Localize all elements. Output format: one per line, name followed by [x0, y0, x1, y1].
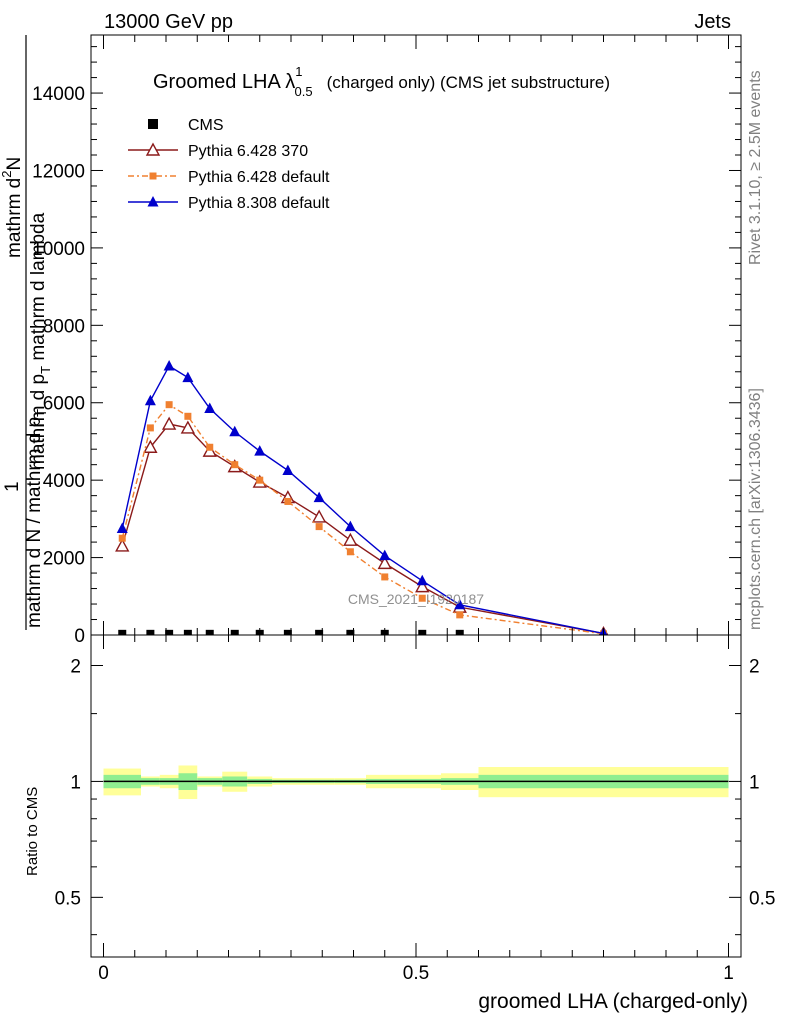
legend-entry: Pythia 6.428 default: [128, 169, 330, 186]
legend-entry: Pythia 8.308 default: [128, 195, 330, 212]
main-ytick-label: 6000: [43, 394, 85, 415]
ratio-ytick-label-right: 0.5: [749, 888, 775, 909]
legend-entry: CMS: [148, 117, 224, 134]
data-point: [346, 629, 355, 635]
data-point: [165, 401, 173, 409]
main-ytick-label: 14000: [32, 84, 85, 105]
legend-label: Pythia 6.428 default: [188, 169, 330, 186]
data-point: [146, 424, 154, 432]
data-point: [455, 629, 464, 635]
data-point: [115, 538, 130, 552]
ratio-panel: 0 0.5 1 0.5 0.5 1 1 2 2 Ratio to CMS groomed LHA…: [24, 634, 775, 1013]
data-point: [379, 549, 391, 561]
data-point: [180, 420, 196, 434]
legend-marker: [149, 172, 157, 180]
ratio-ytick-label: 0.5: [55, 888, 81, 909]
data-point: [313, 491, 325, 503]
ratio-ytick-label: 1: [70, 772, 81, 793]
main-ytick-label: 0: [74, 626, 85, 647]
data-point: [381, 573, 389, 581]
data-point: [231, 461, 239, 469]
data-point: [184, 412, 192, 420]
svg-text:mathrm d2N: mathrm d2N: [0, 157, 25, 258]
data-point: [315, 629, 324, 635]
series-2: [118, 401, 607, 635]
data-point: [283, 629, 292, 635]
main-panel: CMS_2021_I1920187 0 2000 4000 6000 8000 10000…: [0, 34, 742, 647]
main-ytick-label: 4000: [43, 471, 85, 492]
ratio-ylabel: Ratio to CMS: [24, 787, 41, 876]
ratio-ytick-label-right: 1: [749, 772, 760, 793]
data-point: [116, 522, 128, 534]
plot-title: Groomed LHA λ1 0.5 (charged only) (CMS jet…: [153, 64, 610, 99]
data-point: [161, 416, 177, 430]
data-point: [416, 574, 428, 586]
data-point: [377, 555, 392, 570]
legend-marker: [145, 142, 161, 156]
data-point: [143, 439, 158, 453]
legend-label: Pythia 8.308 default: [188, 195, 330, 212]
header-right: Jets: [694, 11, 731, 33]
main-ytick-label: 2000: [43, 549, 85, 570]
svg-text:mathrm d N / mathrm d pT: mathrm d N / mathrm d pT: [24, 409, 49, 628]
data-point: [282, 464, 294, 475]
series-3: [116, 359, 608, 635]
data-point: [165, 629, 174, 635]
data-point: [415, 579, 430, 593]
legend-label: CMS: [188, 117, 224, 134]
main-ytick-label: 8000: [43, 316, 85, 337]
rivet-label: Rivet 3.1.10, ≥ 2.5M events: [747, 70, 764, 265]
data-point: [456, 611, 464, 619]
mcplots-label: mcplots.cern.ch [arXiv:1306.3436]: [747, 388, 764, 630]
legend: CMS Pythia 6.428 370 Pythia 6.428 default P…: [128, 117, 330, 212]
legend-entry: Pythia 6.428 370: [128, 142, 308, 160]
data-point: [182, 371, 194, 383]
data-point: [144, 394, 156, 406]
main-ytick-label: 10000: [32, 239, 85, 260]
data-point: [254, 445, 266, 456]
data-point: [204, 402, 216, 414]
data-point: [229, 425, 241, 437]
svg-text:mathrm d pT mathrm d lambda: mathrm d pT mathrm d lambda: [28, 212, 53, 470]
data-point: [311, 509, 327, 523]
data-point: [344, 520, 356, 532]
ratio-xtick-label: 0.5: [403, 963, 429, 984]
data-point: [284, 497, 292, 505]
ratio-ytick-label: 2: [70, 656, 81, 677]
x-axis-label: groomed LHA (charged-only): [478, 990, 748, 1013]
data-point: [163, 359, 175, 371]
header-left: 13000 GeV pp: [104, 11, 233, 33]
main-ytick-label: 12000: [32, 161, 85, 182]
svg-text:1: 1: [2, 481, 23, 492]
data-point: [118, 534, 126, 542]
data-point: [346, 548, 354, 556]
legend-marker: [148, 119, 158, 129]
ratio-xtick-label: 0: [98, 963, 109, 984]
legend-label: Pythia 6.428 370: [188, 143, 308, 160]
data-point: [146, 629, 155, 635]
data-point: [418, 594, 426, 602]
data-point: [418, 629, 427, 635]
watermark: CMS_2021_I1920187: [348, 591, 484, 607]
main-ylabel: mathrm d N / mathrm d pT 1 mathrm d2N ma…: [0, 35, 53, 630]
data-point: [118, 629, 127, 635]
data-point: [206, 443, 214, 451]
ratio-ytick-label-right: 2: [749, 656, 760, 677]
data-point: [205, 629, 214, 635]
ratio-xtick-label: 1: [723, 963, 734, 984]
data-point: [315, 523, 323, 531]
legend-marker: [147, 196, 159, 207]
series-line: [121, 403, 604, 635]
data-point: [256, 476, 264, 484]
data-point: [183, 629, 192, 635]
data-point: [230, 629, 239, 635]
data-point: [454, 598, 466, 610]
data-point: [343, 532, 358, 546]
